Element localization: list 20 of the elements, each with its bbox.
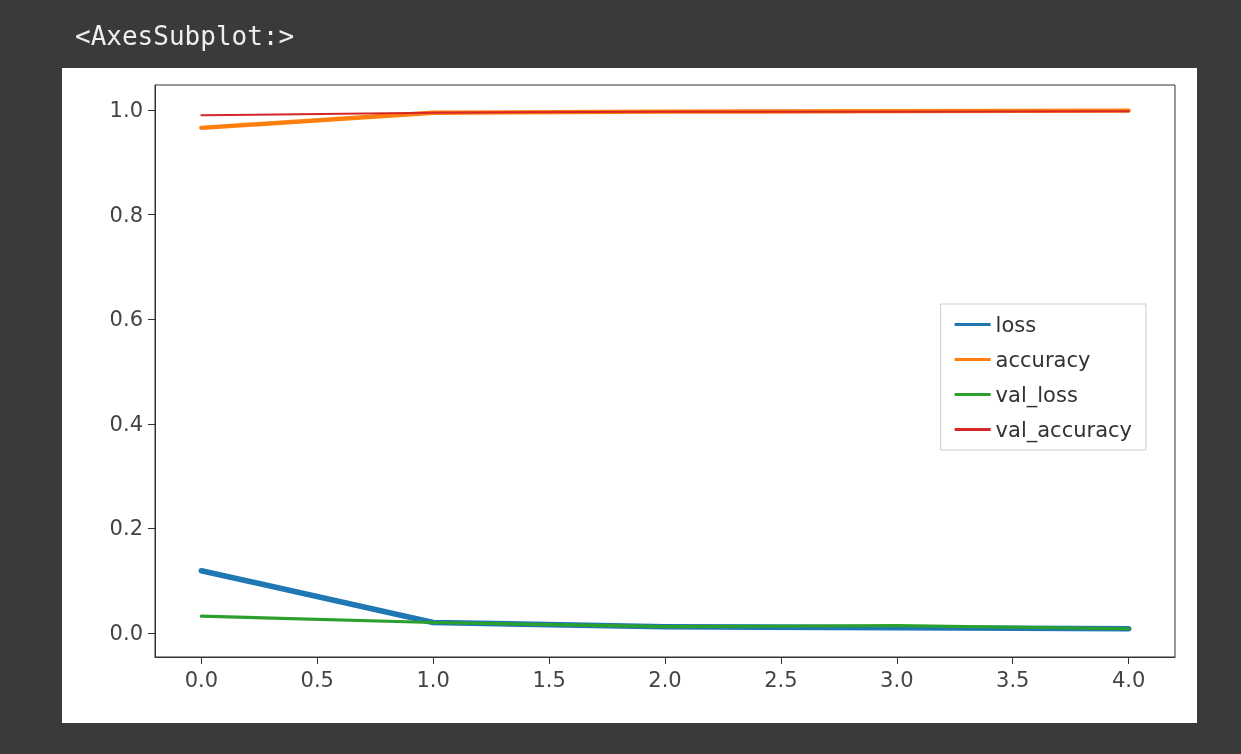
x-tick-label: 0.5 [300,667,334,692]
y-tick-label: 1.0 [109,98,143,123]
x-tick-label: 2.0 [648,667,682,692]
chart-title: <AxesSubplot:> [75,21,295,51]
y-tick-label: 0.6 [109,307,143,332]
y-tick-label: 0.0 [109,620,143,645]
x-tick-label: 3.0 [880,667,914,692]
y-tick-label: 0.8 [109,202,143,227]
x-tick-label: 1.5 [532,667,566,692]
x-tick-label: 4.0 [1111,667,1146,692]
legend-label: val_loss [995,382,1078,408]
x-tick-label: 2.5 [764,667,798,692]
legend-label: val_accuracy [995,417,1133,443]
y-tick-label: 0.2 [109,516,143,541]
legend-label: loss [995,312,1037,337]
y-tick-label: 0.4 [109,411,143,436]
x-tick-label: 3.5 [996,667,1030,692]
x-tick-label: 0.0 [184,667,219,692]
x-tick-label: 1.0 [416,667,450,692]
legend-label: accuracy [995,347,1091,372]
